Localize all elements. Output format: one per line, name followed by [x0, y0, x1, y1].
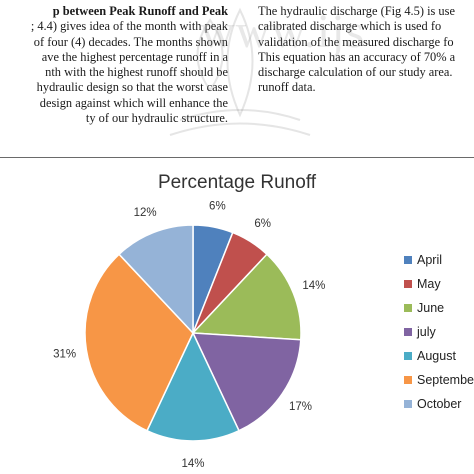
legend-swatch-october: [404, 400, 412, 408]
pie-slice-september: [84, 253, 194, 432]
article-left-line: ty of our hydraulic structure.: [85, 111, 228, 126]
article-right-line: validation of the measured discharge fo: [258, 34, 454, 49]
pie-slice-october: [118, 224, 194, 335]
section-divider: [0, 157, 474, 158]
legend-label-may: May: [417, 277, 441, 291]
article-left-line: p between Peak Runoff and Peak: [52, 4, 228, 18]
article-left-line: nth with the highest runoff should be: [45, 65, 228, 80]
slice-label-october: 12%: [134, 207, 157, 219]
legend-swatch-september: [404, 376, 412, 384]
article-left-line: hydraulic design so that the worst case: [36, 80, 228, 95]
legend-swatch-may: [404, 280, 412, 288]
article-right-line: discharge calculation of our study area.: [258, 65, 453, 80]
legend-label-april: April: [417, 253, 442, 267]
article-right-line: This equation has an accuracy of 70% a: [258, 49, 456, 64]
slice-label-april: 6%: [209, 200, 226, 212]
pie-slice-june: [191, 253, 302, 341]
pie-slice-july: [191, 332, 302, 432]
legend-swatch-july: [404, 328, 412, 336]
slice-label-august: 14%: [181, 458, 204, 470]
article-left-column: p between Peak Runoff and Peak; 4.4) giv…: [0, 4, 228, 126]
legend-swatch-june: [404, 304, 412, 312]
article-left-line: ave the highest percentage runoff in a: [41, 49, 228, 64]
chart-title: Percentage Runoff: [157, 172, 317, 193]
legend-label-july: july: [416, 325, 437, 339]
slice-label-may: 6%: [254, 218, 271, 230]
slice-label-september: 31%: [53, 348, 76, 360]
article-right-column: The hydraulic discharge (Fig 4.5) is use…: [258, 4, 474, 96]
article-right-line: calibrated discharge which is used fo: [258, 19, 442, 34]
legend-label-june: June: [417, 301, 444, 315]
article-left-line: design against which will enhance the: [39, 95, 228, 110]
slice-label-june: 14%: [302, 280, 325, 292]
legend-label-october: October: [417, 397, 461, 411]
article-left-line: of four (4) decades. The months shown: [33, 34, 228, 49]
legend-label-september: September: [417, 373, 474, 387]
article-right-line: The hydraulic discharge (Fig 4.5) is use: [258, 4, 455, 18]
legend-swatch-april: [404, 256, 412, 264]
article-right-line: runoff data.: [258, 80, 316, 95]
slice-label-july: 17%: [289, 401, 312, 413]
legend-swatch-august: [404, 352, 412, 360]
legend-label-august: August: [417, 349, 456, 363]
pie-slice-august: [146, 331, 240, 442]
article-left-line: ; 4.4) gives idea of the month with peak: [30, 19, 228, 34]
